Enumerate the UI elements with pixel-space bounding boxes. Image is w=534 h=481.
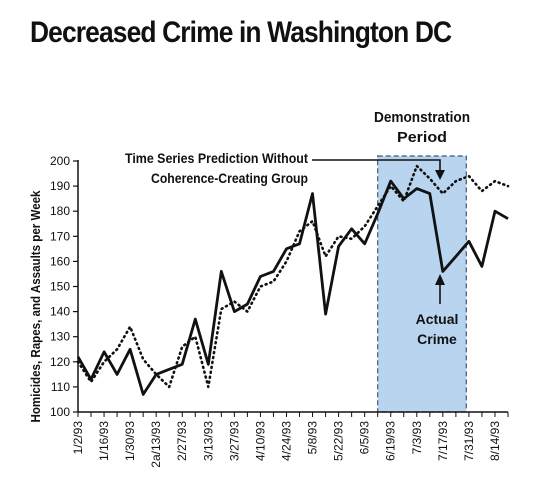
- prediction-annotation-label: Coherence-Creating Group: [151, 170, 308, 186]
- x-tick-label: 1/30/93: [123, 421, 137, 461]
- x-tick-label: 3/27/93: [227, 421, 241, 461]
- x-tick-label: 1/2/93: [71, 421, 85, 455]
- x-tick-label: 5/8/93: [306, 421, 320, 455]
- prediction-annotation-label: Time Series Prediction Without: [125, 150, 308, 166]
- y-tick-label: 200: [50, 154, 70, 168]
- x-tick-label: 3/13/93: [201, 421, 215, 461]
- prediction-line: [76, 164, 510, 389]
- actual-annotation-arrowhead: [435, 274, 445, 285]
- x-tick-label: 6/19/93: [384, 421, 398, 461]
- y-tick-label: 130: [50, 330, 70, 344]
- y-tick-label: 120: [50, 355, 70, 369]
- y-axis-label: Homicides, Rapes, and Assaults per Week: [28, 190, 43, 423]
- axes-layer: 100 110 120 130 140 150 160 170 180 190 200 Homicid…: [28, 154, 509, 468]
- y-tick-label: 190: [50, 179, 70, 193]
- x-tick-label: 7/3/93: [410, 421, 424, 455]
- demonstration-period-layer: [377, 155, 467, 413]
- x-tick-label: 5/22/93: [332, 421, 346, 461]
- x-tick-label: 7/31/93: [462, 421, 476, 461]
- demonstration-period-band: [377, 155, 467, 413]
- y-tick-label: 160: [50, 254, 70, 268]
- prediction-annotation-arrowhead: [435, 170, 445, 180]
- y-tick-label: 150: [50, 280, 70, 294]
- x-tick-label: 4/24/93: [279, 421, 293, 461]
- x-tick-label: 4/10/93: [253, 421, 267, 461]
- x-tick-label: 2/27/93: [175, 421, 189, 461]
- x-tick-label: 6/5/93: [358, 421, 372, 455]
- y-tick-label: 170: [50, 229, 70, 243]
- chart-title: Decreased Crime in Washington DC: [30, 16, 452, 49]
- x-tick-label: 2a/13/93: [149, 421, 163, 468]
- y-tick-label: 110: [51, 380, 70, 394]
- x-tick-label: 1/16/93: [97, 421, 111, 461]
- demonstration-period-label: Demonstration: [374, 109, 470, 126]
- y-tick-label: 180: [50, 204, 70, 218]
- y-tick-label: 140: [50, 305, 70, 319]
- annotation-layer: Demonstration Period Time Series Predictio…: [125, 109, 470, 347]
- y-tick-label: 100: [50, 405, 70, 419]
- demonstration-period-label: Period: [397, 129, 447, 146]
- series-layer: [76, 164, 510, 396]
- prediction-annotation-arrow: [312, 159, 441, 172]
- actual-annotation-label: Actual: [416, 311, 459, 327]
- x-tick-label: 8/14/93: [488, 421, 502, 461]
- actual-annotation-label: Crime: [417, 331, 457, 347]
- x-tick-label: 7/17/93: [436, 421, 450, 461]
